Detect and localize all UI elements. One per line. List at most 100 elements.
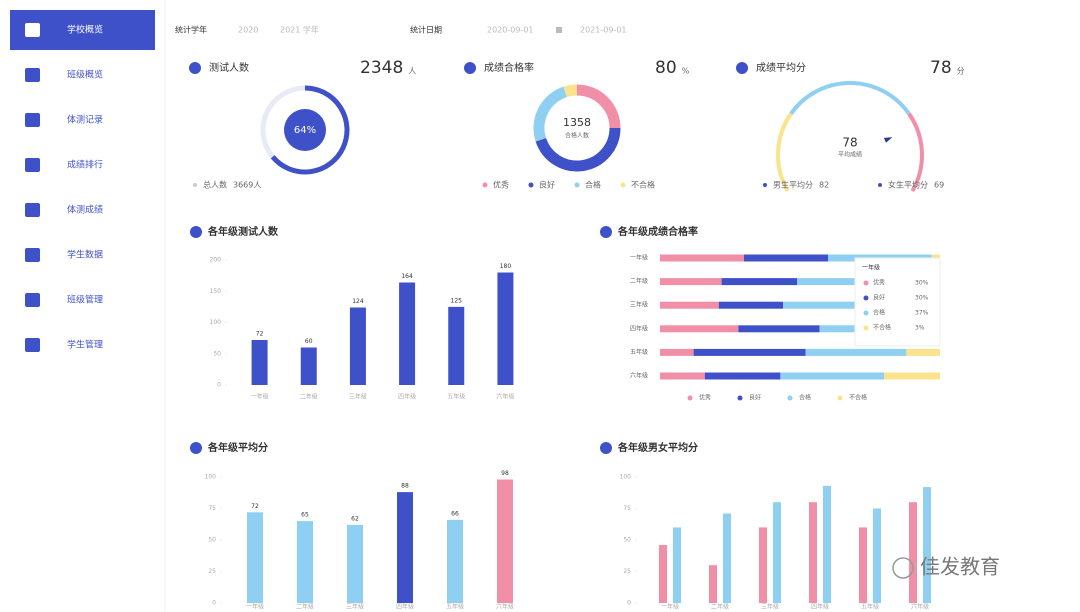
ring-center [284, 109, 326, 151]
legend-label: 优秀 [699, 394, 711, 402]
menu-item[interactable]: 学校概览 [67, 24, 103, 36]
legend-label: 不合格 [849, 394, 867, 402]
bar-segment [744, 254, 828, 262]
menu-item[interactable]: 班级概览 [67, 69, 103, 81]
menu-icon [25, 23, 40, 37]
y-tick-label: 25 [623, 568, 631, 575]
value-label: 88 [401, 483, 409, 490]
legend-dot [763, 183, 767, 187]
donut-center-label: 合格人数 [565, 132, 589, 140]
legend-dot [737, 395, 743, 401]
value-label: 125 [451, 297, 463, 304]
x-tick-label: 五年级 [447, 393, 465, 401]
filter-date-from[interactable]: 2020-09-01 [487, 26, 534, 35]
x-tick-label: 一年级 [661, 603, 679, 611]
bar [447, 519, 463, 603]
menu-icon [25, 293, 40, 307]
y-tick-label: 0 [217, 382, 221, 389]
bar [497, 479, 513, 603]
tooltip-value: 30% [915, 280, 929, 287]
filter-year-from[interactable]: 2020 [238, 26, 258, 35]
bar [300, 347, 317, 385]
bar-segment [738, 325, 820, 333]
bar [659, 545, 667, 603]
bar [759, 527, 767, 603]
x-tick-label: 一年级 [251, 393, 269, 401]
y-tick-label: 三年级 [630, 301, 648, 309]
y-tick-label: 50 [213, 350, 221, 357]
kpi-value: 78 [930, 58, 952, 78]
tooltip-dot [863, 310, 869, 316]
legend-dot [837, 395, 843, 401]
chart-icon [190, 442, 202, 454]
bar-segment [718, 301, 784, 309]
filter-date-to[interactable]: 2021-09-01 [580, 26, 627, 35]
y-tick-label: 一年级 [630, 254, 648, 262]
y-tick-label: 75 [208, 505, 216, 512]
bar [809, 502, 817, 603]
bar [909, 502, 917, 603]
y-tick-label: 75 [623, 505, 631, 512]
menu-item[interactable]: 班级管理 [67, 294, 103, 306]
donut-center-value: 1358 [563, 116, 591, 129]
legend-value: 3669 [233, 181, 253, 190]
y-tick-label: 150 [210, 288, 222, 295]
bar-segment [884, 372, 940, 380]
bar [397, 492, 413, 603]
gauge-arc [776, 112, 793, 192]
y-tick-label: 100 [620, 474, 632, 481]
tooltip-value: 30% [915, 295, 929, 302]
donut-segment [563, 84, 578, 98]
gauge-pointer [883, 137, 893, 143]
legend-value: 69 [934, 181, 944, 190]
kpi-unit: 人 [408, 67, 416, 76]
y-tick-label: 二年级 [630, 277, 648, 285]
bar [773, 502, 781, 603]
bar [347, 524, 363, 603]
kpi-value: 80 [655, 58, 677, 78]
y-tick-label: 0 [212, 600, 216, 607]
bar [399, 282, 416, 385]
bar [247, 512, 263, 603]
donut-segment [535, 127, 621, 172]
legend-dot [787, 395, 793, 401]
menu-item[interactable]: 体测记录 [67, 114, 103, 126]
legend-dot [574, 182, 580, 188]
gauge-value: 78 [842, 136, 857, 150]
menu-icon [25, 338, 40, 352]
bar [673, 527, 681, 603]
chart-title: 各年级测试人数 [207, 225, 279, 238]
menu-item[interactable]: 学生管理 [67, 339, 103, 351]
bar-segment [906, 348, 940, 356]
legend-name: 男生平均分 [773, 180, 813, 190]
menu-item[interactable]: 学生数据 [67, 249, 103, 261]
filter-year-to[interactable]: 2021 学年 [280, 25, 319, 35]
tooltip-dot [863, 280, 869, 286]
kpi-icon [464, 62, 476, 74]
bar [251, 340, 268, 385]
bar [709, 565, 717, 603]
x-tick-label: 六年级 [496, 393, 514, 401]
bar-segment [693, 348, 806, 356]
donut-segment [576, 84, 621, 129]
gauge-label: 平均成绩 [838, 151, 862, 159]
bar-segment [660, 372, 705, 380]
kpi-title: 成绩合格率 [484, 61, 534, 74]
x-tick-label: 六年级 [496, 603, 514, 611]
x-tick-label: 四年级 [811, 603, 829, 611]
bar [723, 513, 731, 603]
gauge-arc [789, 81, 911, 115]
menu-item[interactable]: 成绩排行 [67, 159, 103, 171]
legend-dot [687, 395, 693, 401]
bar [297, 521, 313, 603]
kpi-value: 2348 [360, 58, 403, 78]
legend-label: 良好 [539, 180, 555, 190]
kpi-unit: % [682, 67, 690, 76]
value-label: 65 [301, 512, 309, 519]
legend-label: 合格 [585, 180, 601, 190]
menu-icon [25, 158, 40, 172]
menu-item[interactable]: 体测成绩 [67, 204, 103, 216]
x-tick-label: 二年级 [300, 393, 318, 401]
tooltip-name: 不合格 [873, 324, 891, 332]
